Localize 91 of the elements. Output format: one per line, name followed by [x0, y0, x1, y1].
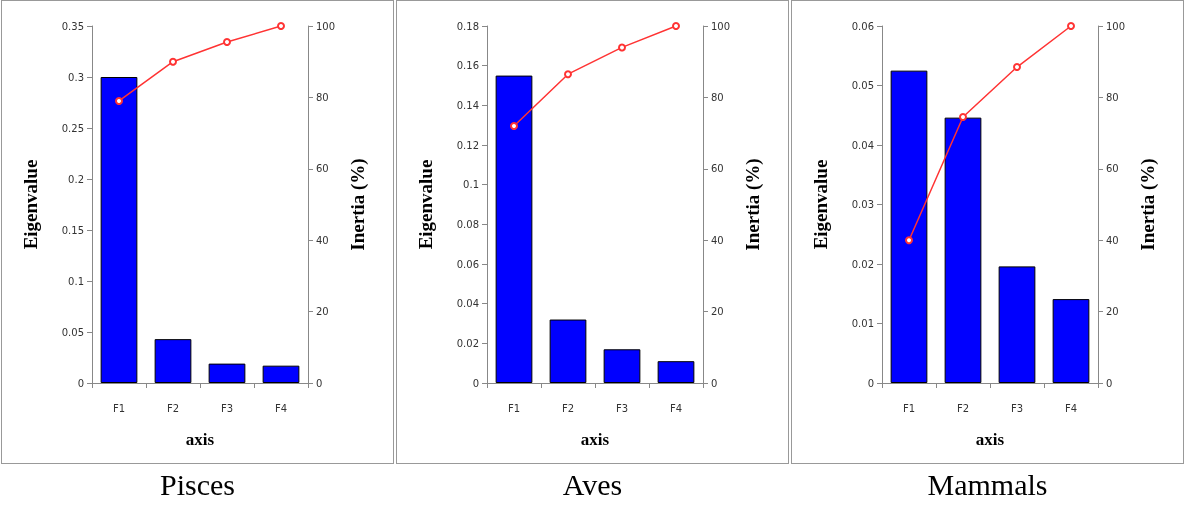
x-axis-title: axis: [185, 430, 215, 449]
y-axis-title: Eigenvalue: [415, 159, 436, 250]
y-tick-label: 0.02: [851, 258, 874, 270]
x-tick-label: F3: [615, 402, 629, 414]
y2-axis-title: Inertia (%): [742, 158, 764, 251]
point: [1013, 63, 1021, 72]
bar: [1052, 299, 1090, 383]
y2-tick-label: 60: [711, 163, 724, 175]
y-tick-label: 0.35: [61, 20, 84, 32]
point: [672, 22, 680, 30]
y2-tick-label: 40: [1106, 234, 1119, 246]
y2-tick-label: 100: [711, 20, 731, 32]
y-tick-label: 0.1: [68, 275, 84, 287]
y-tick-label: 0.02: [456, 337, 479, 349]
x-tick-label: F1: [902, 402, 916, 414]
bar: [262, 365, 300, 383]
x-tick-label: F4: [669, 402, 683, 414]
y-tick-label: 0.16: [456, 60, 479, 72]
bar: [944, 117, 982, 383]
y2-tick-label: 20: [1106, 306, 1119, 318]
x-tick-label: F4: [1064, 402, 1078, 414]
y-tick-label: 0.3: [68, 71, 84, 83]
y-tick-label: 0.1: [463, 179, 479, 191]
y2-tick-label: 80: [711, 91, 724, 103]
x-tick-label: F3: [1010, 402, 1024, 414]
point: [905, 236, 913, 245]
point: [564, 70, 572, 79]
x-tick-label: F2: [561, 402, 575, 414]
y2-tick-label: 40: [316, 234, 329, 246]
y-tick-label: 0.15: [61, 224, 84, 236]
x-tick-label: F1: [112, 402, 126, 414]
y2-axis-title: Inertia (%): [1137, 158, 1159, 251]
y-tick-label: 0.14: [456, 99, 479, 111]
y2-tick-label: 40: [711, 234, 724, 246]
text: Mammals: [927, 468, 1048, 502]
y-tick-label: 0.25: [61, 122, 84, 134]
y-tick-label: 0.05: [61, 326, 84, 338]
y2-tick-label: 100: [1106, 20, 1126, 32]
bar: [603, 349, 641, 383]
y-tick-label: 0.2: [68, 173, 84, 185]
y-tick-label: 0: [472, 377, 479, 389]
y2-tick-label: 100: [316, 20, 336, 32]
y-tick-label: 0: [867, 377, 874, 389]
point: [169, 57, 177, 66]
point: [959, 113, 967, 122]
point: [510, 121, 518, 130]
x-tick-label: F3: [220, 402, 234, 414]
y-tick-label: 0: [77, 377, 84, 389]
point: [277, 22, 285, 30]
bar: [549, 319, 587, 383]
x-tick-label: F1: [507, 402, 521, 414]
y-axis-title: Eigenvalue: [20, 159, 41, 250]
y-tick-label: 0.05: [851, 80, 874, 91]
x-tick-label: F4: [274, 402, 288, 414]
y2-tick-label: 0: [711, 377, 718, 389]
x-tick-label: F2: [956, 402, 970, 414]
x-axis-title: axis: [580, 430, 610, 449]
x-tick-label: F2: [166, 402, 180, 414]
y2-tick-label: 80: [1106, 91, 1119, 103]
y-tick-label: 0.03: [851, 199, 874, 210]
y-tick-label: 0.06: [851, 20, 874, 32]
y2-tick-label: 20: [711, 306, 724, 318]
y2-tick-label: 0: [316, 377, 323, 389]
bar: [495, 75, 533, 383]
bar: [890, 70, 928, 383]
y2-tick-label: 80: [316, 91, 329, 103]
y2-tick-label: 60: [316, 163, 329, 175]
point: [115, 96, 123, 105]
point: [223, 38, 231, 47]
y2-tick-label: 20: [316, 306, 329, 318]
y-tick-label: 0.01: [851, 318, 874, 329]
y2-axis-title: Inertia (%): [347, 158, 369, 251]
text: Pisces: [160, 468, 235, 502]
y-tick-label: 0.04: [851, 139, 874, 151]
y-tick-label: 0.06: [456, 258, 479, 270]
bar: [154, 339, 192, 383]
point: [1067, 22, 1075, 30]
y-tick-label: 0.04: [456, 298, 479, 310]
bar: [208, 363, 246, 383]
text: Aves: [562, 468, 623, 502]
y-tick-label: 0.08: [456, 218, 479, 230]
bar: [657, 361, 695, 383]
x-axis-title: axis: [975, 430, 1005, 449]
y2-tick-label: 60: [1106, 163, 1119, 175]
bar: [998, 266, 1036, 383]
y-tick-label: 0.18: [456, 20, 479, 32]
bar: [100, 77, 138, 383]
y-axis-title: Eigenvalue: [810, 159, 831, 250]
y2-tick-label: 0: [1106, 377, 1113, 389]
point: [618, 43, 626, 52]
y-tick-label: 0.12: [456, 139, 479, 151]
